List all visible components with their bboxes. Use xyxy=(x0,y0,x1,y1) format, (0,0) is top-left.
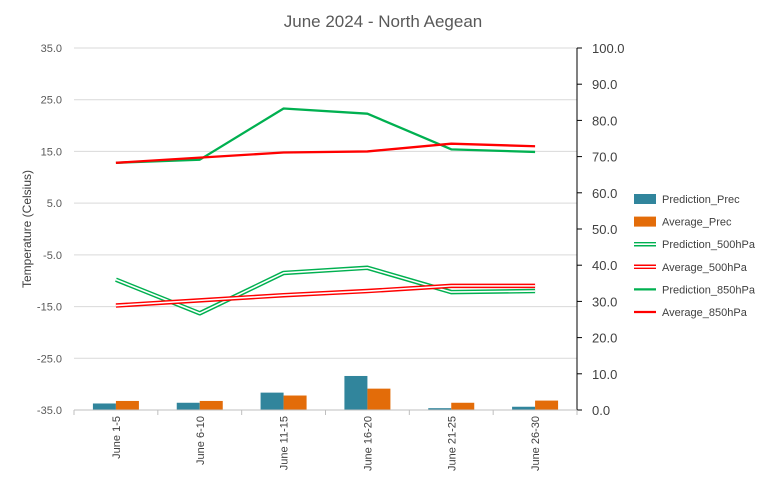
x-tick-label: June 16-20 xyxy=(362,416,374,471)
y-axis-label: Temperature (Celsius) xyxy=(20,170,34,288)
bar-prediction-prec xyxy=(344,375,368,410)
legend-label: Prediction_500hPa xyxy=(662,239,756,251)
left-tick-label: -15.0 xyxy=(37,302,62,314)
left-tick-label: -25.0 xyxy=(37,353,62,365)
right-axis-ticks: 100.0 90.0 80.0 70.0 60.0 50.0 40.0 30.0 20.0 10.… xyxy=(592,41,625,418)
bar-prediction-prec xyxy=(428,408,452,410)
right-tick-label: 40.0 xyxy=(592,258,617,273)
legend-swatch xyxy=(634,216,656,227)
gridlines xyxy=(74,47,577,411)
left-tick-label: 25.0 xyxy=(41,95,62,107)
bar-average-prec xyxy=(115,400,139,410)
line-average-500hpa-inner xyxy=(115,285,536,307)
right-tick-label: 0.0 xyxy=(592,403,610,418)
x-axis-ticks: June 1-5 June 6-10 June 11-15 June 16-20 Jun… xyxy=(111,416,542,471)
bar-group xyxy=(92,375,559,410)
x-tick-label: June 6-10 xyxy=(195,416,207,465)
right-tick-label: 100.0 xyxy=(592,41,625,56)
legend-label: Average_Prec xyxy=(662,217,732,229)
line-group xyxy=(115,107,536,316)
left-axis-ticks: 35.0 25.0 15.0 5.0 -5.0 -15.0 -25.0 -35.0 xyxy=(37,43,62,417)
left-tick-label: -5.0 xyxy=(43,250,62,262)
left-tick-label: 15.0 xyxy=(41,146,62,158)
legend-label: Average_850hPa xyxy=(662,307,748,319)
bar-prediction-prec xyxy=(92,403,116,410)
legend-label: Average_500hPa xyxy=(662,262,748,274)
left-tick-label: 5.0 xyxy=(47,198,62,210)
x-tick-label: June 26-30 xyxy=(530,416,542,471)
bar-prediction-prec xyxy=(176,402,200,410)
x-tick-label: June 11-15 xyxy=(279,416,291,470)
legend-label: Prediction_850hPa xyxy=(662,284,756,296)
right-tick-label: 90.0 xyxy=(592,77,617,92)
chart-title: June 2024 - North Aegean xyxy=(284,12,482,31)
legend-swatch xyxy=(634,194,656,204)
legend: Prediction_Prec Average_Prec Prediction_50… xyxy=(634,194,756,319)
right-tick-label: 50.0 xyxy=(592,222,617,237)
right-tick-label: 20.0 xyxy=(592,331,617,346)
bar-prediction-prec xyxy=(260,392,284,410)
line-prediction-850hpa xyxy=(115,107,536,164)
left-tick-label: 35.0 xyxy=(41,43,62,55)
right-tick-label: 60.0 xyxy=(592,186,617,201)
x-tick-label: June 1-5 xyxy=(111,416,123,459)
bar-average-prec xyxy=(283,395,307,410)
axes xyxy=(73,47,582,415)
right-tick-label: 10.0 xyxy=(592,367,617,382)
line-average-500hpa xyxy=(115,283,536,308)
x-tick-label: June 21-25 xyxy=(446,416,458,471)
right-tick-label: 80.0 xyxy=(592,113,617,128)
right-tick-label: 30.0 xyxy=(592,294,617,309)
legend-label: Prediction_Prec xyxy=(662,194,740,206)
bar-average-prec xyxy=(367,388,391,410)
bar-average-prec xyxy=(451,402,475,410)
bar-prediction-prec xyxy=(512,406,536,410)
left-tick-label: -35.0 xyxy=(37,405,62,417)
line-prediction-500hpa-inner xyxy=(115,266,536,315)
right-tick-label: 70.0 xyxy=(592,150,617,165)
bar-average-prec xyxy=(535,400,559,410)
line-average-850hpa xyxy=(115,142,536,164)
bar-average-prec xyxy=(199,400,223,410)
